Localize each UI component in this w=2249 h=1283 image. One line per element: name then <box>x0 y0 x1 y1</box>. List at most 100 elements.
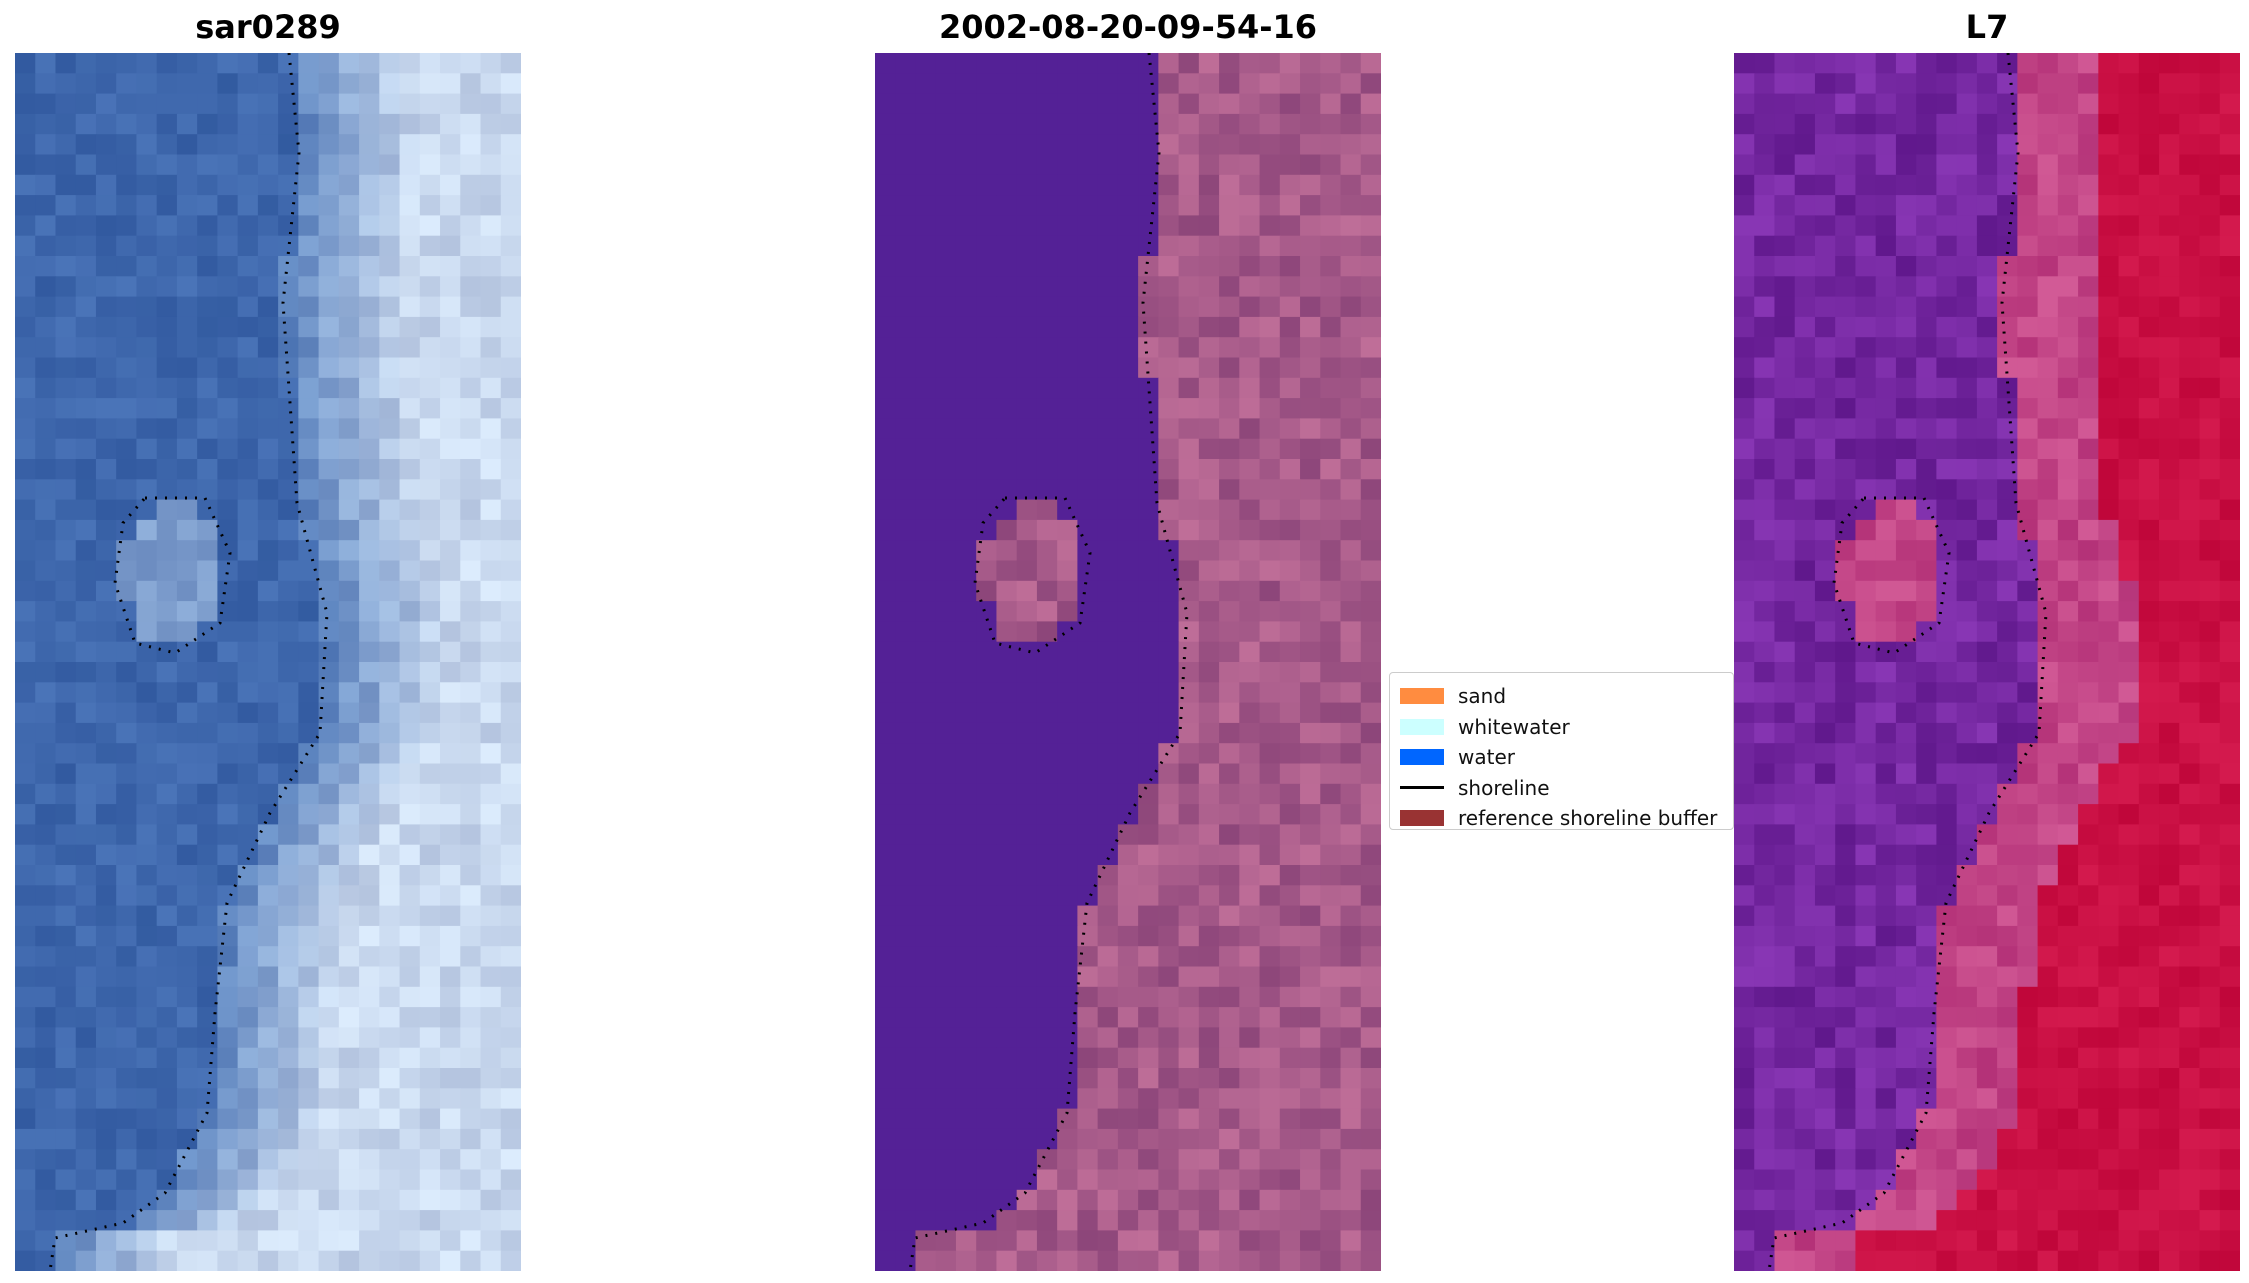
pixel <box>996 804 1018 825</box>
pixel <box>1016 215 1038 237</box>
pixel <box>1340 113 1362 135</box>
pixel <box>1855 601 1877 622</box>
pixel <box>1320 946 1342 968</box>
pixel <box>440 722 461 744</box>
pixel <box>35 93 57 115</box>
pixel <box>1300 134 1321 156</box>
pixel <box>1855 73 1877 95</box>
pixel <box>2098 215 2120 237</box>
pixel <box>338 783 360 805</box>
pixel <box>2199 966 2221 988</box>
pixel <box>359 1108 380 1130</box>
pixel <box>500 621 521 643</box>
pixel <box>955 1007 977 1028</box>
pixel <box>1814 905 1836 927</box>
pixel <box>1774 256 1796 277</box>
pixel <box>318 865 340 886</box>
pixel <box>1320 519 1342 541</box>
pixel <box>1976 174 1998 196</box>
pixel <box>1976 377 1998 399</box>
pixel <box>1916 743 1937 765</box>
pixel <box>1320 560 1342 582</box>
pixel <box>1117 783 1139 805</box>
pixel <box>1976 1068 1998 1089</box>
pixel <box>440 459 461 480</box>
pixel <box>298 1210 320 1231</box>
pixel <box>1855 438 1877 460</box>
pixel <box>257 154 279 176</box>
pixel <box>1956 235 1978 257</box>
pixel <box>2118 519 2140 541</box>
pixel <box>1158 580 1180 602</box>
pixel <box>359 702 380 724</box>
pixel <box>95 844 117 866</box>
pixel <box>2057 601 2079 622</box>
pixel <box>2219 418 2240 440</box>
pixel <box>480 499 502 521</box>
pixel <box>1259 702 1281 724</box>
pixel <box>955 1027 977 1049</box>
pixel <box>399 53 421 74</box>
pixel <box>197 316 218 338</box>
pixel <box>1340 621 1362 643</box>
pixel <box>1097 398 1119 419</box>
pixel <box>1360 1230 1381 1252</box>
pixel <box>1956 1007 1978 1028</box>
pixel <box>2017 519 2039 541</box>
pixel <box>1936 93 1958 115</box>
pixel <box>2118 946 2140 968</box>
pixel <box>1198 174 1220 196</box>
pixel <box>480 1088 502 1110</box>
pixel <box>318 479 340 501</box>
pixel <box>1774 235 1796 257</box>
pixel <box>1855 53 1877 74</box>
pixel <box>1300 865 1321 886</box>
pixel <box>1320 499 1342 521</box>
pixel <box>2017 499 2039 521</box>
pixel <box>2159 824 2180 846</box>
pixel <box>257 316 279 338</box>
pixel <box>95 215 117 237</box>
pixel <box>379 946 401 968</box>
pixel <box>338 1027 360 1049</box>
pixel <box>915 438 937 460</box>
pixel <box>895 1128 917 1150</box>
pixel <box>2017 418 2039 440</box>
pixel <box>500 925 521 947</box>
pixel <box>875 783 896 805</box>
pixel <box>1219 1068 1240 1089</box>
pixel <box>1976 1169 1998 1191</box>
pixel <box>1774 438 1796 460</box>
pixel <box>1340 256 1362 277</box>
pixel <box>156 479 178 501</box>
pixel <box>176 885 198 907</box>
pixel <box>1936 763 1958 785</box>
pixel <box>1300 844 1321 866</box>
pixel <box>1814 1007 1836 1028</box>
pixel <box>136 641 158 663</box>
pixel <box>399 519 421 541</box>
pixel <box>1259 905 1281 927</box>
pixel <box>419 986 441 1008</box>
pixel <box>1774 743 1796 765</box>
pixel <box>2017 885 2039 907</box>
pixel <box>1835 1169 1857 1191</box>
pixel <box>1239 1128 1261 1150</box>
pixel <box>2057 113 2079 135</box>
pixel <box>1138 438 1159 460</box>
pixel <box>35 1149 57 1171</box>
pixel <box>419 804 441 825</box>
pixel <box>1239 93 1261 115</box>
pixel <box>2098 621 2120 643</box>
pixel <box>976 966 998 988</box>
pixel <box>1936 1047 1958 1069</box>
pixel <box>379 804 401 825</box>
pixel <box>197 601 218 622</box>
pixel <box>2078 641 2099 663</box>
pixel <box>2037 256 2059 277</box>
pixel <box>399 621 421 643</box>
pixel <box>2017 1149 2039 1171</box>
pixel <box>1754 1128 1776 1150</box>
pixel <box>379 1007 401 1028</box>
pixel <box>1158 337 1180 359</box>
